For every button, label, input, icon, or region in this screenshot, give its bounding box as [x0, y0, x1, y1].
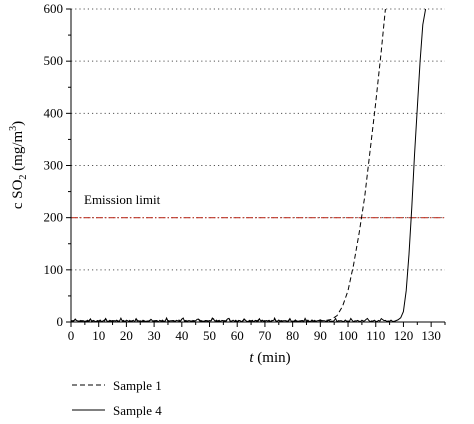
x-ticks: 0 10 20 30 40 50 60 70 80 90 100 110 120 130 — [68, 322, 446, 343]
y-tick-label-600: 600 — [44, 1, 64, 16]
x-tick-label-70: 70 — [258, 328, 271, 343]
x-tick-label-30: 30 — [148, 328, 161, 343]
y-tick-label-100: 100 — [44, 262, 64, 277]
legend-sample-1-label: Sample 1 — [113, 378, 162, 393]
emission-limit-label: Emission limit — [84, 192, 161, 207]
y-tick-label-0: 0 — [57, 314, 64, 329]
x-tick-label-20: 20 — [120, 328, 133, 343]
y-tick-label-200: 200 — [44, 210, 64, 225]
legend-sample-4-label: Sample 4 — [113, 403, 162, 418]
grid-lines — [71, 8, 445, 271]
x-tick-label-60: 60 — [231, 328, 244, 343]
x-tick-label-40: 40 — [175, 328, 188, 343]
legend: Sample 1 Sample 4 — [72, 378, 162, 418]
y-tick-label-400: 400 — [44, 105, 64, 120]
x-tick-label-50: 50 — [203, 328, 216, 343]
x-tick-label-130: 130 — [421, 328, 441, 343]
x-tick-label-110: 110 — [366, 328, 385, 343]
y-tick-label-300: 300 — [44, 158, 64, 173]
x-tick-label-10: 10 — [92, 328, 105, 343]
y-tick-label-500: 500 — [44, 53, 64, 68]
x-tick-label-80: 80 — [286, 328, 299, 343]
x-tick-label-90: 90 — [314, 328, 327, 343]
x-tick-label-100: 100 — [338, 328, 358, 343]
x-axis-label: t (min) — [249, 350, 290, 366]
y-axis-label: c SO2 (mg/m3) — [8, 121, 29, 209]
x-tick-label-0: 0 — [68, 328, 75, 343]
y-ticks: 0 100 200 300 400 500 600 — [44, 1, 71, 329]
axes — [70, 9, 445, 323]
x-tick-label-120: 120 — [394, 328, 414, 343]
